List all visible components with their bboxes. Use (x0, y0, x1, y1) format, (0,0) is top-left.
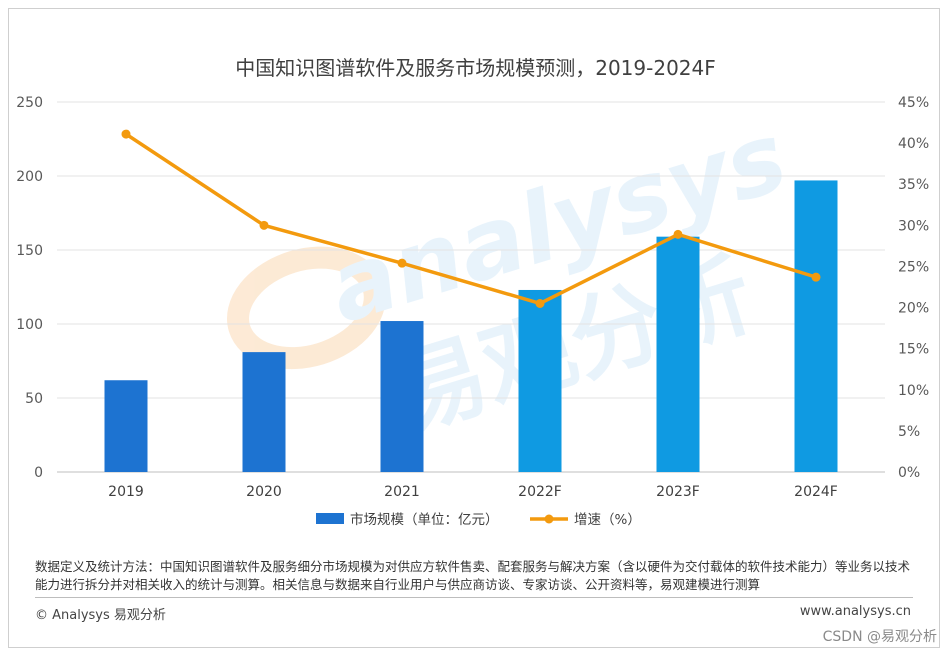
bar-2020 (242, 352, 286, 472)
growth-point-2021 (397, 258, 407, 268)
y-left-tick-label: 100 (16, 317, 43, 333)
y-right-tick-label: 15% (898, 342, 929, 358)
y-right-tick-label: 10% (898, 383, 929, 399)
y-right-tick-label: 20% (898, 301, 929, 317)
y-right-tick-label: 30% (898, 218, 929, 234)
y-left-tick-label: 50 (25, 391, 43, 407)
chart-frame (8, 8, 940, 648)
methodology-note: 数据定义及统计方法：中国知识图谱软件及服务细分市场规模为对供应方软件售卖、配套服… (35, 559, 911, 592)
x-tick-label: 2019 (108, 484, 144, 500)
y-left-tick-label: 0 (34, 465, 43, 481)
legend-bar-label: 市场规模（单位：亿元） (350, 511, 499, 528)
bar-2021 (380, 321, 424, 472)
y-right-tick-label: 40% (898, 136, 929, 152)
footer-divider (35, 597, 913, 598)
bar-2024F (794, 180, 838, 472)
x-tick-label: 2024F (794, 484, 838, 500)
x-tick-label: 2023F (656, 484, 700, 500)
y-left-tick-label: 150 (16, 243, 43, 259)
y-right-tick-label: 25% (898, 259, 929, 275)
growth-line (125, 132, 817, 306)
bar-2019 (104, 380, 148, 472)
copyright: © Analysys 易观分析 (35, 608, 166, 623)
csdn-credit: CSDN @易观分析 (822, 629, 937, 645)
y-right-tick-label: 5% (898, 424, 920, 440)
legend-bar-swatch (316, 513, 344, 524)
legend-line-marker (544, 514, 554, 524)
x-tick-label: 2021 (384, 484, 420, 500)
growth-point-2023F (673, 229, 683, 239)
growth-point-2019 (121, 129, 131, 139)
website-link[interactable]: www.analysys.cn (799, 604, 911, 619)
bar-2022F (518, 289, 562, 472)
growth-point-2022F (535, 298, 545, 308)
y-left-tick-label: 250 (16, 95, 43, 111)
x-tick-label: 2020 (246, 484, 282, 500)
bar-2023F (656, 236, 700, 472)
y-right-tick-label: 0% (898, 465, 920, 481)
y-left-tick-label: 200 (16, 169, 43, 185)
y-right-tick-label: 35% (898, 177, 929, 193)
legend-line-label: 增速（%） (574, 512, 641, 528)
y-right-tick-label: 45% (898, 95, 929, 111)
chart-title: 中国知识图谱软件及服务市场规模预测，2019-2024F (235, 56, 716, 80)
x-tick-label: 2022F (518, 484, 562, 500)
growth-point-2020 (259, 220, 269, 230)
growth-point-2024F (811, 272, 821, 282)
